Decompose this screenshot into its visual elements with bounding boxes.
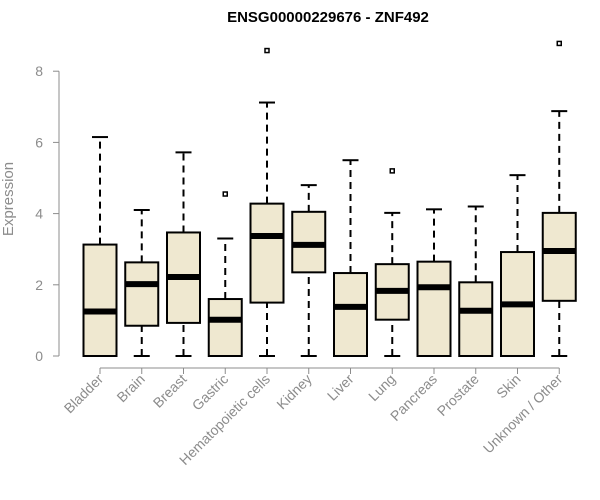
box-lung [374,168,410,357]
y-axis-label: Expression [0,162,17,236]
box-breast [166,151,201,357]
x-tick-label: Brain [113,371,147,405]
box-brain [124,209,160,357]
outlier-point [264,47,270,54]
box-liver [333,159,368,357]
x-tick-label: Lung [365,371,398,404]
y-axis: 0 2 4 6 8 [35,63,60,364]
x-tick-label: Breast [150,371,190,411]
outlier-point [389,168,395,174]
box-skin [500,174,535,358]
x-tick-label: Unknown / Other [480,371,566,457]
iqr-box [416,260,452,357]
iqr-box [207,298,243,358]
outlier-point [222,191,228,197]
x-tick-label: Bladder [61,371,107,417]
x-tick-label: Skin [493,371,524,402]
y-tick-label: 0 [35,348,43,364]
iqr-box [541,211,577,302]
box-kidney [291,184,327,357]
box-hematopoietic-cells [249,47,285,357]
iqr-box [249,202,285,304]
boxes-group [82,40,577,358]
x-tick-label: Prostate [434,371,482,419]
iqr-box [333,272,368,357]
box-prostate [458,205,494,358]
y-tick-label: 6 [35,134,43,150]
y-tick-label: 8 [35,63,43,79]
chart-title: ENSG00000229676 - ZNF492 [227,9,429,26]
box-pancreas [416,208,452,357]
x-tick-label: Kidney [273,371,315,413]
box-unknown-other [541,40,577,357]
iqr-box [82,243,118,358]
outlier-point [556,40,562,47]
x-tick-label: Liver [324,371,357,404]
y-tick-label: 4 [35,206,43,222]
box-bladder [82,136,118,358]
y-tick-label: 2 [35,277,43,293]
iqr-box [124,261,160,327]
box-gastric [207,191,243,358]
iqr-box [458,281,494,358]
